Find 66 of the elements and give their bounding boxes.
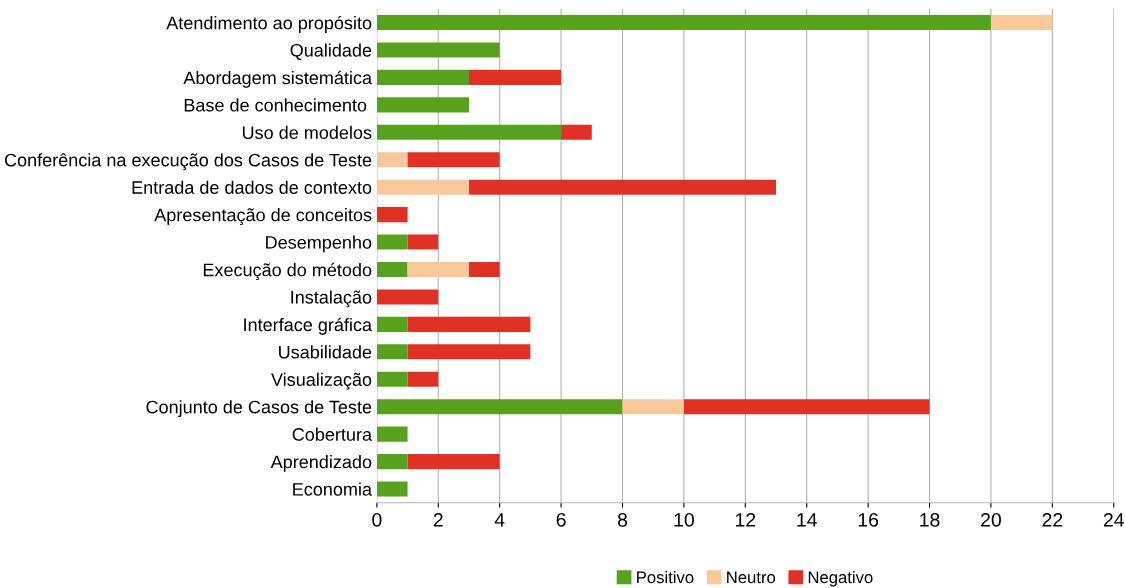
x-tick-label: 0	[372, 512, 382, 527]
y-tick-label: Desempenho	[266, 235, 372, 253]
y-tick-label: Conjunto de Casos de Teste	[146, 400, 372, 417]
y-tick-label: Execução do método	[203, 262, 372, 280]
y-tick-label: Visualização	[271, 372, 372, 390]
bar	[468, 261, 500, 278]
x-tick-label: 14	[797, 513, 817, 527]
y-tick-label: Usabilidade	[279, 345, 372, 359]
bar	[468, 69, 562, 85]
bar	[376, 426, 408, 442]
x-tick-label: 10	[674, 512, 694, 527]
y-tick-label: Abordagem sistemática	[183, 70, 373, 88]
y-tick-label: Qualidade	[290, 43, 372, 60]
y-tick-label: Entrada de dados de contexto	[132, 180, 372, 194]
y-tick-label: Atendimento ao propósito	[166, 15, 372, 33]
y-tick-label: Conferência na execução dos Casos de Teste	[4, 153, 372, 171]
x-tick-label: 18	[920, 512, 940, 527]
y-tick-label: Base de conhecimento	[184, 98, 367, 112]
x-tick-label: 8	[617, 512, 628, 527]
y-tick-label: Economia	[293, 482, 373, 496]
bar	[407, 344, 531, 360]
bar	[683, 399, 930, 415]
x-tick-label: 12	[735, 512, 756, 527]
bar	[376, 69, 469, 85]
bar	[407, 316, 531, 332]
bar	[376, 179, 469, 195]
bar	[622, 399, 684, 415]
legend-label: Neutro	[727, 571, 776, 584]
bar	[376, 124, 562, 140]
bar	[407, 234, 439, 250]
x-tick-label: 6	[556, 512, 566, 527]
y-tick-label: Interface gráfica	[244, 317, 373, 335]
bar	[376, 399, 623, 415]
bar	[376, 344, 408, 360]
legend-label: Negativo	[808, 570, 873, 587]
x-tick-label: 2	[433, 512, 443, 527]
y-tick-label: Uso de modelos	[242, 125, 372, 140]
bar	[990, 14, 1053, 31]
y-tick-label: Apresentação de conceitos	[154, 208, 372, 225]
bar	[407, 261, 469, 278]
bar	[561, 124, 592, 140]
legend-label: Positivo	[637, 570, 694, 584]
bar	[376, 14, 991, 31]
bar	[376, 371, 408, 387]
y-tick-label: Cobertura	[292, 427, 373, 441]
bar	[376, 316, 408, 332]
bar	[407, 152, 500, 168]
bar	[376, 152, 408, 168]
bar	[376, 207, 408, 223]
bar	[376, 234, 408, 250]
bar	[468, 179, 777, 195]
bar	[376, 42, 500, 58]
x-tick-label: 20	[981, 512, 1001, 527]
x-tick-label: 22	[1042, 512, 1063, 527]
bar	[376, 289, 439, 305]
bar	[376, 97, 469, 113]
x-tick-label: 4	[494, 513, 505, 527]
y-tick-label: Aprendizado	[270, 455, 372, 472]
x-tick-label: 24	[1103, 512, 1124, 527]
bar	[407, 454, 500, 470]
bar	[376, 261, 408, 278]
bar	[376, 481, 408, 497]
bar	[407, 371, 439, 387]
y-tick-label: Instalação	[291, 290, 372, 308]
x-tick-label: 16	[858, 512, 879, 527]
bar	[376, 454, 408, 470]
